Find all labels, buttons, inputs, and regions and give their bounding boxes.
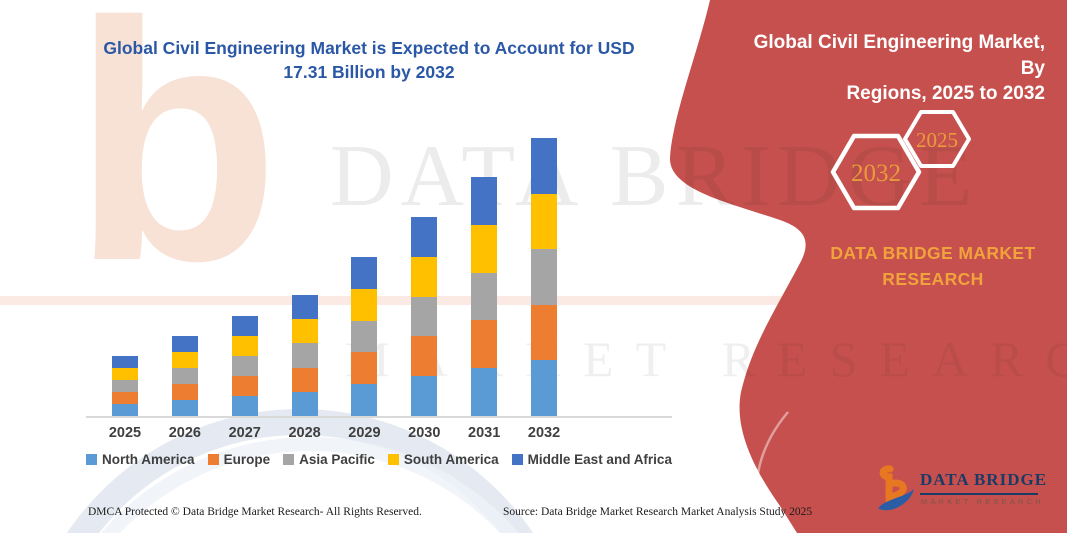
bar-segment-europe <box>411 336 438 377</box>
bar-segment-south-america <box>291 319 318 344</box>
legend-label: Asia Pacific <box>299 452 375 467</box>
bar-segment-middle-east-and-africa <box>471 176 498 225</box>
bar-segment-middle-east-and-africa <box>231 315 258 337</box>
brand-name-gold: DATA BRIDGE MARKET RESEARCH <box>800 240 1066 293</box>
bar-2032 <box>531 137 558 416</box>
bar-2027 <box>231 315 258 416</box>
bar-2026 <box>171 335 198 416</box>
watermark-text-line2: MARKET RESEARCH <box>345 331 1067 387</box>
bar-segment-asia-pacific <box>231 355 258 377</box>
banner-title: Global Civil Engineering Market, By Regi… <box>745 30 1045 107</box>
bar-segment-north-america <box>112 404 138 416</box>
bar-segment-south-america <box>351 288 378 321</box>
bar-segment-middle-east-and-africa <box>171 335 198 353</box>
hexagon-2032 <box>830 133 922 211</box>
bar-segment-south-america <box>471 224 498 273</box>
company-logo-subtext: MARKET RESEARCH <box>921 497 1044 506</box>
bar-segment-asia-pacific <box>351 320 378 353</box>
legend-swatch <box>86 454 98 465</box>
x-axis-label-2032: 2032 <box>527 425 561 441</box>
bar-segment-middle-east-and-africa <box>351 257 378 289</box>
legend-item-north-america: North America <box>86 452 195 467</box>
bar-segment-middle-east-and-africa <box>411 217 438 257</box>
legend-label: South America <box>403 452 499 467</box>
bar-segment-asia-pacific <box>411 296 438 337</box>
bar-segment-middle-east-and-africa <box>112 356 138 369</box>
bar-segment-asia-pacific <box>291 343 318 368</box>
bar-segment-south-america <box>411 256 438 297</box>
legend-label: North America <box>102 452 195 467</box>
legend-swatch <box>387 454 399 465</box>
bar-2029 <box>351 257 378 416</box>
legend-swatch <box>511 454 523 465</box>
brand-name-line1: DATA BRIDGE MARKET <box>830 243 1036 263</box>
x-axis-label-2030: 2030 <box>408 425 441 441</box>
legend-label: Middle East and Africa <box>527 452 672 467</box>
legend-item-middle-east-and-africa: Middle East and Africa <box>511 452 672 467</box>
footer-dmca-text: DMCA Protected © Data Bridge Market Rese… <box>88 506 422 518</box>
legend-item-europe: Europe <box>207 452 271 467</box>
brand-name-line2: RESEARCH <box>882 269 984 290</box>
bar-2031 <box>471 176 498 416</box>
chart-legend: North America Europe Asia Pacific South Ame… <box>84 452 674 467</box>
background-logo-b-watermark: b <box>72 0 280 332</box>
company-logo-wordmark: DATA BRIDGE <box>920 470 1048 489</box>
bar-segment-europe <box>112 392 138 404</box>
legend-item-south-america: South America <box>387 452 499 467</box>
ribbon-highlight-curve <box>755 411 789 533</box>
bar-segment-south-america <box>231 336 258 356</box>
hexagon-2025-label: 2025 <box>916 128 958 152</box>
bar-segment-north-america <box>231 395 258 416</box>
bar-segment-north-america <box>351 384 378 416</box>
x-axis-label-2029: 2029 <box>348 425 381 441</box>
bar-segment-north-america <box>411 376 438 416</box>
bar-segment-asia-pacific <box>471 272 498 321</box>
company-logo: DATA BRIDGE MARKET RESEARCH <box>876 462 1046 520</box>
hexagon-badges: 2025 2032 <box>830 110 971 211</box>
legend-item-asia-pacific: Asia Pacific <box>283 452 375 467</box>
hexagon-2025 <box>903 110 971 168</box>
company-logo-icon <box>878 465 914 511</box>
banner-title-line1: Global Civil Engineering Market, By <box>753 32 1045 79</box>
x-axis-label-2031: 2031 <box>468 425 501 441</box>
x-axis-label-2026: 2026 <box>168 425 201 441</box>
bar-2025 <box>112 356 138 416</box>
x-axis-label-2027: 2027 <box>228 425 261 441</box>
banner-title-line2: Regions, 2025 to 2032 <box>846 83 1045 105</box>
x-axis-line <box>86 416 672 418</box>
bar-segment-south-america <box>171 352 198 368</box>
bar-segment-asia-pacific <box>531 249 558 305</box>
bar-segment-north-america <box>531 360 558 416</box>
bar-segment-europe <box>531 304 558 361</box>
bar-segment-south-america <box>531 193 558 250</box>
bar-2030 <box>411 217 438 416</box>
bar-segment-europe <box>351 352 378 385</box>
footer-source-text: Source: Data Bridge Market Research Mark… <box>503 506 813 518</box>
x-axis-label-2025: 2025 <box>108 425 142 441</box>
bar-segment-north-america <box>171 399 198 416</box>
bar-segment-north-america <box>471 368 498 416</box>
company-logo-underline <box>920 493 1038 495</box>
bar-segment-europe <box>471 320 498 369</box>
legend-label: Europe <box>223 452 271 467</box>
bar-segment-europe <box>291 367 318 392</box>
background-stripe <box>0 296 806 305</box>
bar-segment-europe <box>231 376 258 396</box>
legend-swatch <box>283 454 295 465</box>
bar-2028 <box>291 294 318 416</box>
bar-segment-south-america <box>112 368 138 381</box>
legend-swatch <box>207 454 219 465</box>
bar-segment-asia-pacific <box>112 380 138 393</box>
bar-segment-north-america <box>291 391 318 416</box>
hexagon-2032-label: 2032 <box>851 160 901 187</box>
x-axis-label-2028: 2028 <box>288 425 321 441</box>
bar-segment-asia-pacific <box>171 367 198 385</box>
bar-segment-middle-east-and-africa <box>531 137 558 194</box>
bar-segment-europe <box>171 384 198 400</box>
bar-segment-middle-east-and-africa <box>291 294 318 320</box>
chart-title: Global Civil Engineering Market is Expec… <box>103 38 635 83</box>
